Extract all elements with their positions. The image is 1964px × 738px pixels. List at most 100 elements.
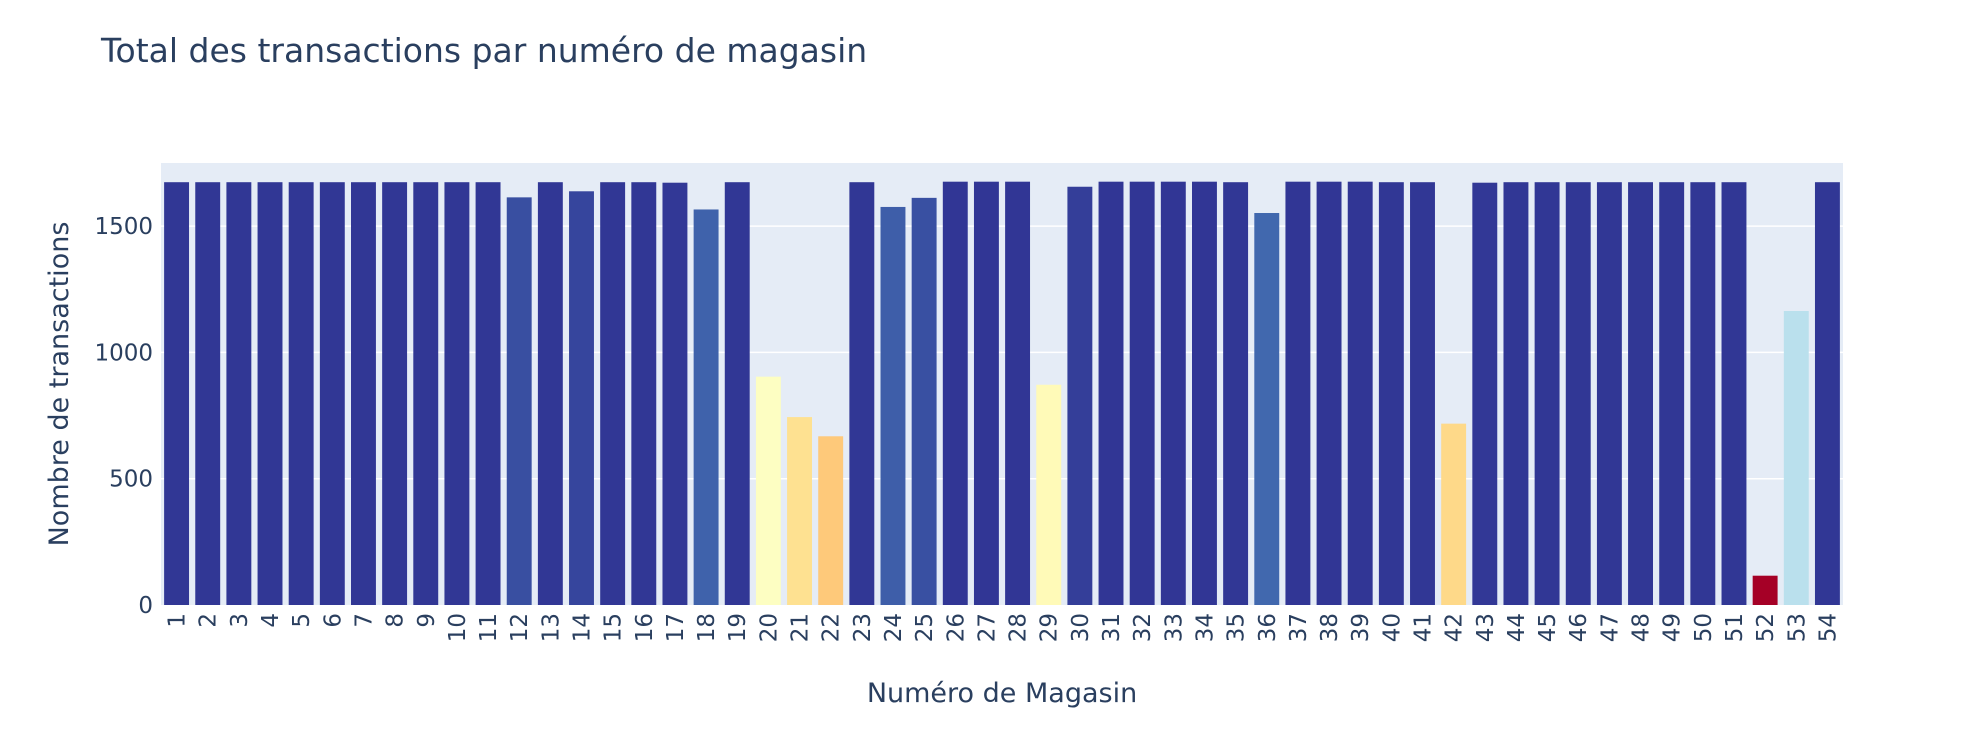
x-tick-label: 2 <box>196 613 222 628</box>
bar-store-13[interactable] <box>537 182 563 605</box>
bar-store-35[interactable] <box>1223 182 1249 605</box>
bar-store-29[interactable] <box>1036 384 1062 605</box>
bar-store-11[interactable] <box>475 182 501 605</box>
bar-store-22[interactable] <box>818 436 844 605</box>
x-tick-label: 33 <box>1161 613 1187 642</box>
bar-store-54[interactable] <box>1814 182 1840 605</box>
bar-store-30[interactable] <box>1067 186 1093 606</box>
x-tick-label: 37 <box>1286 613 1312 642</box>
bar-store-45[interactable] <box>1534 182 1560 605</box>
x-tick-label: 25 <box>912 613 938 642</box>
x-tick-label: 26 <box>943 613 969 642</box>
bar-store-27[interactable] <box>973 181 999 605</box>
x-axis-ticks: 1 2 3 4 5 6 7 8 9 10 11 12 13 14 15 16 17 18 19 20 21 22 23 24 2… <box>165 613 1842 642</box>
x-tick-label: 27 <box>974 613 1000 642</box>
x-tick-label: 35 <box>1224 613 1250 642</box>
bar-store-26[interactable] <box>942 181 968 605</box>
bar-store-21[interactable] <box>787 417 812 605</box>
bar-store-4[interactable] <box>257 182 283 605</box>
bar-store-46[interactable] <box>1565 182 1591 605</box>
x-tick-label: 5 <box>289 613 315 628</box>
bar-store-40[interactable] <box>1378 182 1404 605</box>
x-tick-label: 28 <box>1006 613 1032 642</box>
bar-store-23[interactable] <box>849 182 875 605</box>
x-tick-label: 11 <box>476 613 502 642</box>
bar-store-14[interactable] <box>569 191 594 605</box>
x-tick-label: 36 <box>1255 613 1281 642</box>
y-tick-label: 1000 <box>94 340 153 366</box>
x-tick-label: 52 <box>1753 613 1779 642</box>
bar-store-42[interactable] <box>1441 423 1467 605</box>
x-tick-label: 23 <box>850 613 876 642</box>
x-tick-label: 50 <box>1691 613 1717 642</box>
bar-store-8[interactable] <box>382 182 408 605</box>
x-tick-label: 16 <box>632 613 658 642</box>
bar-store-3[interactable] <box>226 182 252 605</box>
bar-store-1[interactable] <box>164 182 190 605</box>
bar-store-51[interactable] <box>1721 182 1747 605</box>
bar-store-12[interactable] <box>506 197 532 605</box>
bar-store-16[interactable] <box>631 182 657 605</box>
bar-store-17[interactable] <box>662 182 688 606</box>
bar-store-31[interactable] <box>1098 181 1124 605</box>
x-tick-label: 24 <box>881 613 907 642</box>
bar-store-15[interactable] <box>600 182 626 605</box>
bar-store-48[interactable] <box>1628 182 1653 605</box>
x-tick-label: 38 <box>1317 613 1343 642</box>
bar-store-5[interactable] <box>288 182 314 605</box>
x-tick-label: 17 <box>663 613 689 642</box>
bar-store-37[interactable] <box>1285 181 1311 605</box>
bar-store-20[interactable] <box>755 376 781 605</box>
bar-store-43[interactable] <box>1472 182 1498 606</box>
x-tick-label: 9 <box>414 613 440 628</box>
bar-store-19[interactable] <box>724 182 750 605</box>
x-tick-label: 48 <box>1629 613 1655 642</box>
x-tick-label: 22 <box>819 613 845 642</box>
bar-store-32[interactable] <box>1129 181 1155 605</box>
y-tick-label: 500 <box>109 467 153 493</box>
plot-area <box>161 163 1843 605</box>
x-tick-label: 13 <box>538 613 564 642</box>
bar-store-44[interactable] <box>1503 182 1529 605</box>
bar-store-28[interactable] <box>1005 181 1031 605</box>
bar-store-6[interactable] <box>319 182 345 605</box>
bar-store-34[interactable] <box>1192 181 1217 605</box>
x-tick-label: 12 <box>507 613 533 642</box>
x-tick-label: 47 <box>1597 613 1623 642</box>
bar-store-33[interactable] <box>1160 181 1186 605</box>
bar-store-25[interactable] <box>911 197 937 605</box>
x-tick-label: 1 <box>165 613 191 628</box>
bar-store-39[interactable] <box>1347 181 1373 605</box>
y-axis-title: Nombre de transactions <box>44 222 75 547</box>
bar-store-52[interactable] <box>1752 575 1778 605</box>
bar-store-10[interactable] <box>444 182 470 605</box>
bar-store-7[interactable] <box>351 182 376 605</box>
x-tick-label: 51 <box>1722 613 1748 642</box>
x-tick-label: 4 <box>258 613 284 628</box>
bar-store-18[interactable] <box>693 209 719 605</box>
bar-store-2[interactable] <box>195 182 221 605</box>
bar-store-50[interactable] <box>1690 182 1716 605</box>
x-tick-label: 14 <box>570 613 596 642</box>
gridlines <box>161 225 1843 480</box>
bar-store-38[interactable] <box>1316 181 1342 605</box>
bar-store-36[interactable] <box>1254 213 1280 605</box>
bar-store-41[interactable] <box>1410 182 1435 605</box>
x-tick-label: 44 <box>1504 613 1530 642</box>
bar-store-53[interactable] <box>1783 311 1809 605</box>
x-tick-label: 43 <box>1473 613 1499 642</box>
x-tick-label: 30 <box>1068 613 1094 642</box>
bar-store-9[interactable] <box>413 182 439 605</box>
x-tick-label: 8 <box>383 613 409 628</box>
bar-store-24[interactable] <box>880 206 906 605</box>
x-tick-label: 10 <box>445 613 471 642</box>
bar-store-49[interactable] <box>1659 182 1685 605</box>
x-tick-label: 34 <box>1192 613 1218 642</box>
bar-store-47[interactable] <box>1596 182 1622 605</box>
x-tick-label: 15 <box>601 613 627 642</box>
x-tick-label: 39 <box>1348 613 1374 642</box>
x-tick-label: 53 <box>1784 613 1810 642</box>
x-tick-label: 41 <box>1411 613 1437 642</box>
